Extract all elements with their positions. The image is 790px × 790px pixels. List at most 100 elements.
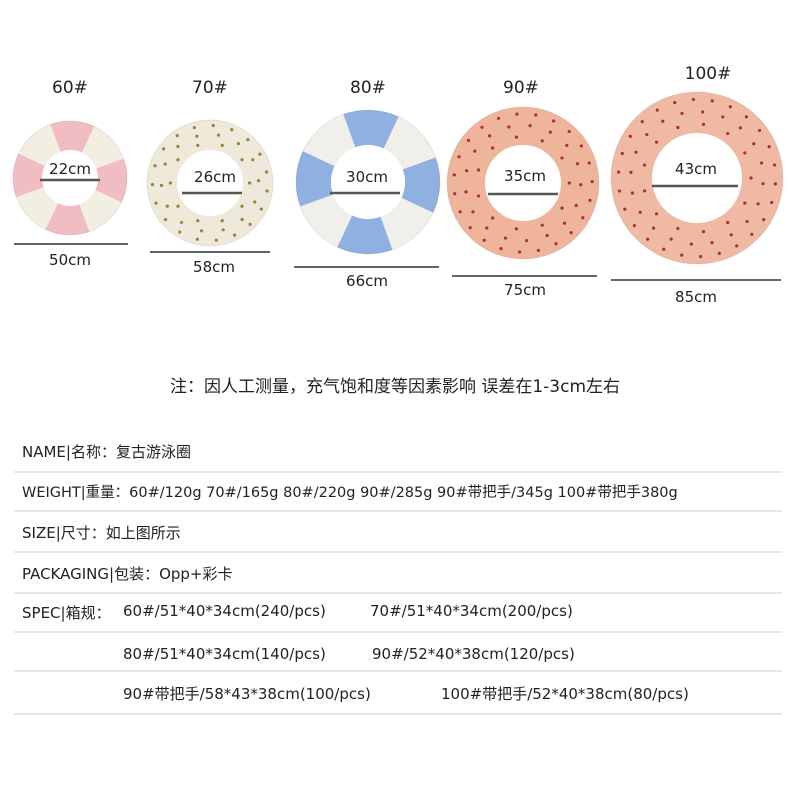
ring-pattern-dot (661, 119, 665, 123)
ring-pattern-dot (150, 182, 155, 187)
ring-pattern-dot (503, 236, 508, 240)
ring-pattern-dot (491, 146, 495, 150)
ring-pattern-dot (645, 132, 649, 137)
ring-pattern-dot (770, 200, 774, 205)
ring-pattern-dot (634, 150, 638, 154)
ring-pattern-dot (196, 143, 200, 147)
ring-pattern-dot (211, 123, 215, 128)
ring-pattern-dot (482, 238, 486, 242)
size-label-70: 70# (192, 78, 228, 98)
ring-pattern-dot (710, 99, 714, 103)
inner-diameter-80: 30cm (346, 168, 388, 186)
ring-pattern-dot (574, 203, 578, 208)
size-label-60: 60# (52, 78, 88, 98)
ring-pattern-dot (757, 128, 762, 133)
ring-pattern-dot (560, 206, 564, 210)
ring-pattern-dot (717, 251, 721, 255)
ring-pattern-dot (654, 212, 659, 216)
ring-pattern-dot (642, 163, 647, 167)
ring-pattern-dot (567, 129, 571, 134)
ring-pattern-dot (588, 198, 592, 202)
ring-pattern-dot (662, 247, 666, 251)
ring-pattern-dot (176, 204, 180, 208)
ring-pattern-dot (259, 207, 263, 211)
ring-pattern-dot (251, 158, 255, 162)
ring-pattern-dot (199, 229, 204, 233)
ring-pattern-dot (540, 139, 544, 143)
ring-body (611, 92, 783, 264)
ring-pattern-dot (761, 182, 765, 186)
ring-pattern-dot (548, 130, 552, 134)
ring-pattern-dot (655, 108, 659, 112)
ring-pattern-dot (473, 149, 477, 153)
ring-pattern-dot (750, 232, 754, 236)
ring-pattern-dot (752, 142, 756, 146)
spec-carton-90-handle: 90#带把手/58*43*38cm(100/pcs) (123, 685, 371, 703)
divider (14, 631, 782, 633)
ring-pattern-dot (676, 226, 680, 231)
ring-pattern-dot (464, 169, 469, 173)
ring-pattern-dot (617, 189, 622, 193)
ring-pattern-dot (168, 181, 172, 185)
ring-pattern-dot (710, 240, 714, 245)
size-label-90: 90# (503, 78, 539, 98)
spec-size: SIZE|尺寸：如上图所示 (22, 524, 181, 542)
ring-pattern-dot (230, 128, 234, 132)
spec-carton-100-handle: 100#带把手/52*40*38cm(80/pcs) (441, 685, 689, 703)
ring-pattern-dot (575, 162, 580, 166)
inner-diameter-90: 35cm (504, 167, 546, 185)
ring-pattern-dot (567, 181, 571, 185)
ring-pattern-dot (651, 226, 656, 230)
ring-pattern-dot (468, 226, 472, 230)
ring-pattern-dot (214, 238, 218, 242)
ring-pattern-dot (195, 134, 199, 138)
ring-body (447, 107, 599, 259)
outer-line-80 (294, 266, 439, 268)
ring-pattern-dot (669, 237, 673, 241)
inner-diameter-60: 22cm (49, 160, 91, 178)
ring-pattern-dot (528, 124, 532, 128)
ring-pattern-dot (560, 156, 564, 160)
ring-pattern-dot (175, 134, 179, 138)
ring-pattern-dot (632, 223, 637, 228)
spec-carton-70: 70#/51*40*34cm(200/pcs) (370, 602, 573, 620)
ring-pattern-dot (628, 134, 632, 138)
ring-pattern-dot (726, 131, 730, 136)
ring-pattern-dot (464, 190, 468, 194)
ring-pattern-dot (466, 138, 471, 143)
ring-pattern-dot (554, 242, 558, 246)
size-label-80: 80# (350, 78, 386, 98)
ring-pattern-dot (772, 163, 777, 167)
ring-pattern-dot (721, 115, 725, 119)
ring-pattern-dot (153, 164, 157, 168)
ring-pattern-dot (192, 125, 196, 130)
outer-line-60 (14, 243, 128, 245)
ring-pattern-dot (453, 192, 457, 196)
ring-pattern-dot (534, 113, 538, 117)
ring-pattern-dot (265, 189, 269, 193)
outer-diameter-100: 85cm (675, 288, 717, 306)
outer-line-100 (611, 279, 781, 281)
ring-pattern-dot (220, 219, 224, 223)
ring-pattern-dot (630, 191, 635, 195)
inner-diameter-70: 26cm (194, 168, 236, 186)
ring-outline (610, 91, 784, 265)
ring-pattern-dot (496, 116, 501, 120)
divider (14, 551, 782, 553)
ring-pattern-dot (680, 253, 684, 257)
ring-pattern-dot (196, 219, 200, 223)
ring-pattern-dot (587, 161, 591, 165)
ring-pattern-dot (623, 207, 627, 211)
ring-pattern-dot (759, 161, 764, 165)
size-label-100: 100# (684, 64, 732, 84)
ring-pattern-dot (514, 135, 519, 139)
outer-diameter-60: 50cm (49, 251, 91, 269)
ring-pattern-dot (545, 233, 549, 238)
ring-pattern-dot (163, 162, 167, 166)
ring-pattern-dot (726, 220, 730, 225)
ring-pattern-dot (638, 210, 642, 214)
divider (14, 510, 782, 512)
ring-stripes (13, 121, 127, 235)
ring-pattern-dot (488, 134, 492, 138)
ring-pattern-dot (162, 147, 166, 151)
